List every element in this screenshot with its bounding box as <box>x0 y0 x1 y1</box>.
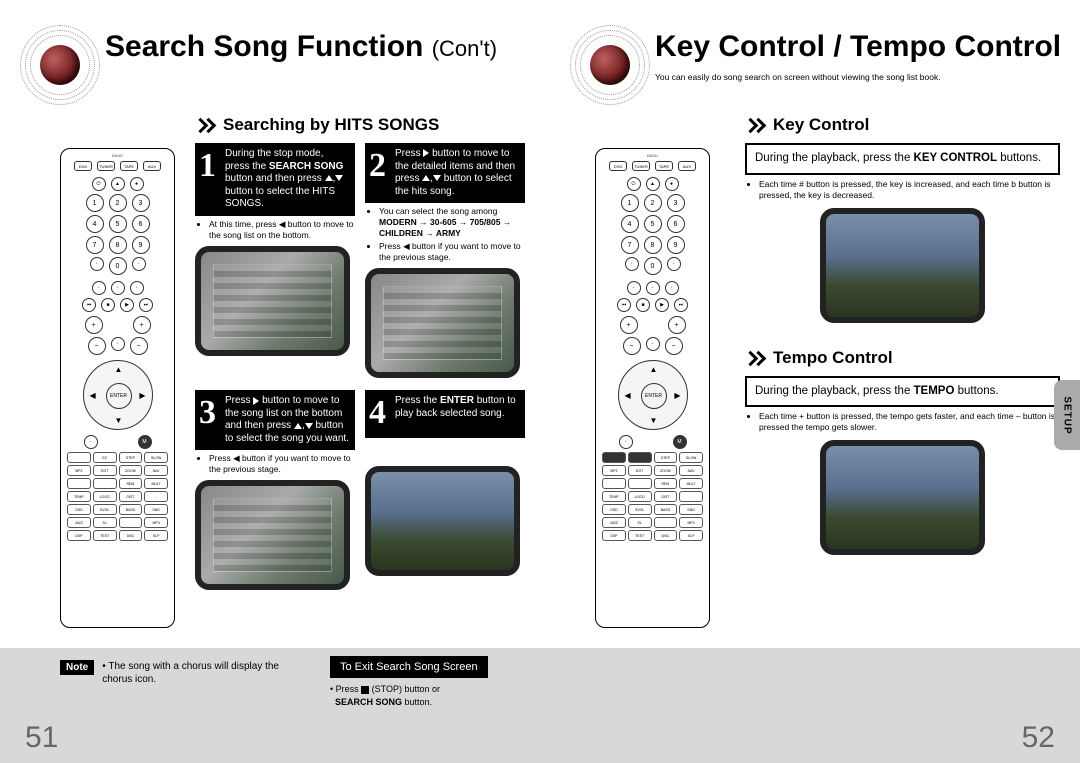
section-header-key: Key Control <box>745 115 1060 135</box>
section-header-tempo: Tempo Control <box>745 348 1060 368</box>
chevron-icon <box>745 350 767 366</box>
dpad: ▲▼ ◀▶ ENTER <box>83 360 153 430</box>
tv-screenshot-1 <box>195 246 350 356</box>
note-tag: Note <box>60 660 94 675</box>
page-title-left: Search Song Function (Con't) <box>105 30 497 64</box>
key-bullet: Each time # button is pressed, the key i… <box>759 179 1060 201</box>
tv-screenshot-tempo <box>820 440 985 555</box>
note-text: The song with a chorus will display the … <box>102 661 279 685</box>
tempo-bullet: Each time + button is pressed, the tempo… <box>759 411 1060 433</box>
btn-mode: ● <box>130 177 144 191</box>
step-1: 1 During the stop mode, press the SEARCH… <box>195 143 355 216</box>
remote-illustration-left: BAND DVD TUNER TAPE AUX ⏻ ▲ ● 123 456 78… <box>60 148 175 628</box>
page-number-left: 51 <box>25 721 58 755</box>
title-sub: (Con't) <box>432 36 497 61</box>
footer-bar: Note • The song with a chorus will displ… <box>0 648 1080 763</box>
page-title-right: Key Control / Tempo Control <box>655 30 1061 64</box>
exit-title: To Exit Search Song Screen <box>330 656 488 678</box>
step1-bullet: At this time, press ◀ button to move to … <box>209 219 355 241</box>
step-4: 4 Press the ENTER button to play back se… <box>365 390 525 438</box>
page-number-right: 52 <box>1022 721 1055 755</box>
remote-bottom-grid: EZSTEPSLOW MP3DGTZOOMNAV REMMULT TEMPLOG… <box>61 449 174 544</box>
step-3: 3 Press button to move to the song list … <box>195 390 355 450</box>
exit-instructions: • Press (STOP) button or SEARCH SONG but… <box>330 683 440 708</box>
left-content: Searching by HITS SONGS 1 During the sto… <box>195 115 525 590</box>
btn-tuner: TUNER <box>97 161 115 171</box>
tv-screenshot-key <box>820 208 985 323</box>
btn-dvd: DVD <box>74 161 92 171</box>
key-control-instruction: During the playback, press the KEY CONTR… <box>745 143 1060 175</box>
section-header-hits: Searching by HITS SONGS <box>195 115 525 135</box>
chevron-icon <box>745 117 767 133</box>
step-2: 2 Press button to move to the detailed i… <box>365 143 525 203</box>
page-subtitle: You can easily do song search on screen … <box>655 72 941 82</box>
setup-tab: SETUP <box>1054 380 1080 450</box>
tv-screenshot-4 <box>365 466 520 576</box>
title-main: Search Song Function <box>105 30 423 63</box>
btn-power: ⏻ <box>92 177 106 191</box>
tv-screenshot-3 <box>195 480 350 590</box>
tv-screenshot-2 <box>365 268 520 378</box>
speaker-icon <box>570 25 650 105</box>
chevron-icon <box>195 117 217 133</box>
btn-tape: TAPE <box>120 161 138 171</box>
enter-button: ENTER <box>106 383 132 409</box>
remote-illustration-right: BAND DVDTUNERTAPEAUX ⏻▲● 123 456 789 ◦0◦… <box>595 148 710 628</box>
tempo-control-instruction: During the playback, press the TEMPO but… <box>745 376 1060 408</box>
right-content: Key Control During the playback, press t… <box>745 115 1060 555</box>
speaker-icon <box>20 25 100 105</box>
btn-aux: AUX <box>143 161 161 171</box>
btn-open: ▲ <box>111 177 125 191</box>
